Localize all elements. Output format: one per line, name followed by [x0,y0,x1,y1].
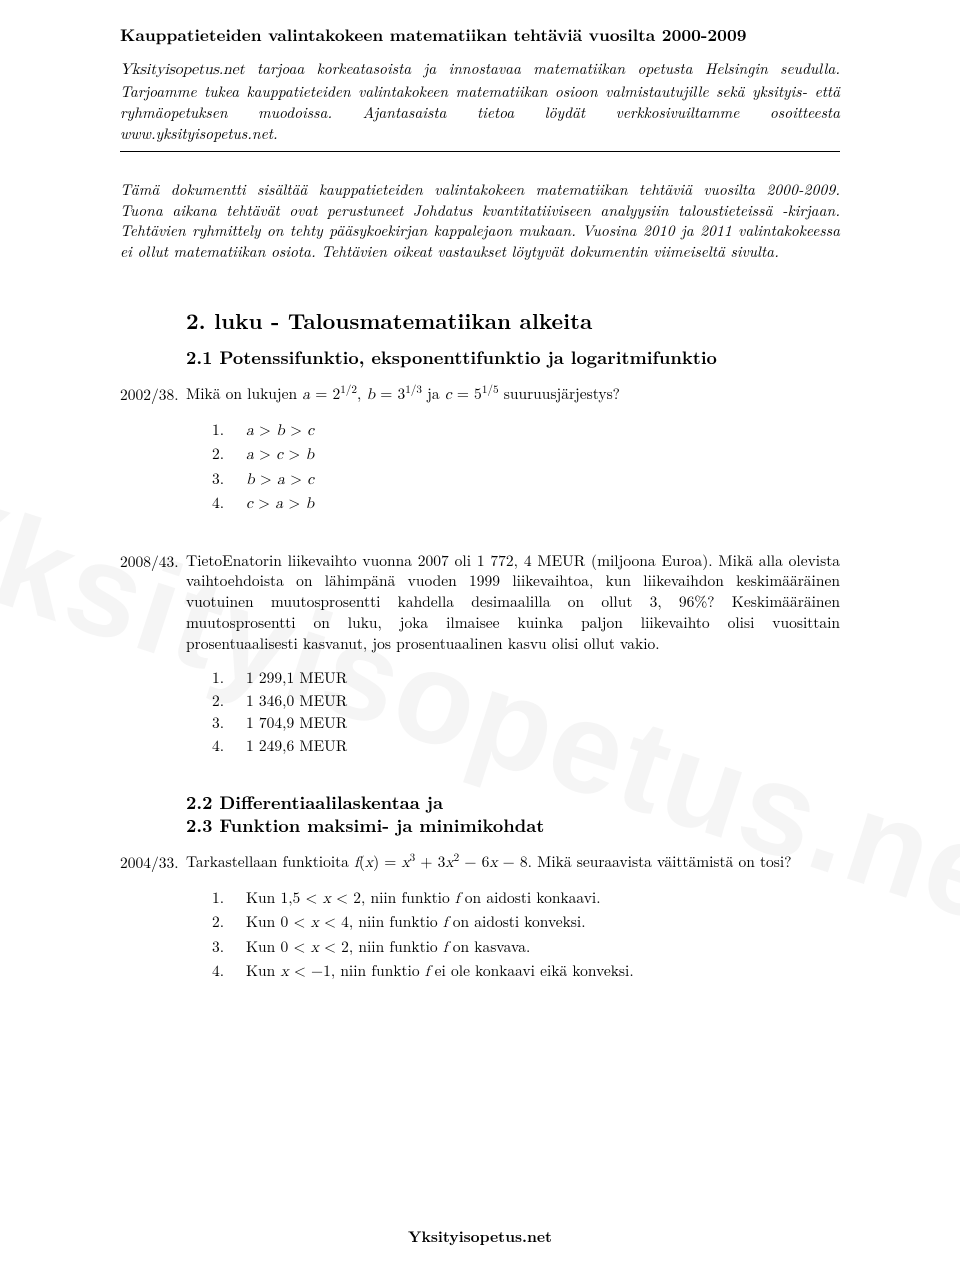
problem-options: 1.1 299,1 MEUR 2.1 346,0 MEUR 3.1 704,9 … [212,667,840,757]
problem-id: 2008/43. [120,551,186,572]
option-text: Kun 1,5 < x < 2, niin funktio f on aidos… [246,887,840,911]
option-text: 1 299,1 MEUR [246,667,840,689]
list-item: 4.1 249,6 MEUR [212,735,840,757]
document-page: Yksityisopetus.net Kauppatieteiden valin… [0,0,960,1271]
option-num: 4. [212,960,246,984]
option-num: 1. [212,419,246,443]
list-item: 4.c > a > b [212,492,840,516]
problem-2008-43: 2008/43. TietoEnatorin liikevaihto vuonn… [120,551,840,757]
option-text: c > a > b [246,492,840,516]
list-item: 1.a > b > c [212,419,840,443]
option-num: 3. [212,468,246,492]
problem-id: 2004/33. [120,852,186,873]
chapter-heading: 2. luku - Talousmatematiikan alkeita [186,305,840,336]
option-num: 2. [212,690,246,712]
section-heading-2-2: 2.2 Differentiaalilaskentaa ja [186,791,840,814]
list-item: 2.a > c > b [212,443,840,467]
list-item: 3.b > a > c [212,468,840,492]
page-title: Kauppatieteiden valintakokeen matematiik… [120,24,840,47]
problem-2002-38: 2002/38. Mikä on lukujen a = 21/2, b = 3… [120,384,840,517]
header-rule [120,151,840,152]
option-num: 3. [212,936,246,960]
problem-text: TietoEnatorin liikevaihto vuonna 2007 ol… [186,551,840,656]
option-text: 1 249,6 MEUR [246,735,840,757]
section-heading-2-3: 2.3 Funktion maksimi- ja minimikohdat [186,814,840,837]
problem-id: 2002/38. [120,384,186,405]
list-item: 1.Kun 1,5 < x < 2, niin funktio f on aid… [212,887,840,911]
list-item: 4.Kun x < −1, niin funktio f ei ole konk… [212,960,840,984]
problem-2004-33: 2004/33. Tarkastellaan funktioita f(x) =… [120,852,840,985]
option-text: a > b > c [246,419,840,443]
problem-options: 1.a > b > c 2.a > c > b 3.b > a > c 4.c … [212,419,840,517]
problem-text: Mikä on lukujen a = 21/2, b = 31/3 ja c … [186,384,840,407]
page-footer: Yksityisopetus.net [0,1224,960,1247]
list-item: 2.Kun 0 < x < 4, niin funktio f on aidos… [212,911,840,935]
option-num: 4. [212,735,246,757]
option-text: Kun 0 < x < 4, niin funktio f on aidosti… [246,911,840,935]
option-num: 4. [212,492,246,516]
list-item: 3.1 704,9 MEUR [212,712,840,734]
option-text: Kun x < −1, niin funktio f ei ole konkaa… [246,960,840,984]
option-text: a > c > b [246,443,840,467]
option-text: 1 346,0 MEUR [246,690,840,712]
list-item: 1.1 299,1 MEUR [212,667,840,689]
option-num: 1. [212,667,246,689]
problem-options: 1.Kun 1,5 < x < 2, niin funktio f on aid… [212,887,840,985]
option-text: Kun 0 < x < 2, niin funktio f on kasvava… [246,936,840,960]
document-description: Tämä dokumentti sisältää kauppatieteiden… [120,180,840,264]
header-intro: Yksityisopetus.net tarjoaa korkeatasoist… [120,59,840,145]
option-text: 1 704,9 MEUR [246,712,840,734]
option-num: 1. [212,887,246,911]
option-text: b > a > c [246,468,840,492]
section-heading-2-1: 2.1 Potenssifunktio, eksponenttifunktio … [186,346,840,369]
option-num: 2. [212,911,246,935]
option-num: 2. [212,443,246,467]
problem-text: Tarkastellaan funktioita f(x) = x3 + 3x2… [186,852,840,875]
list-item: 3.Kun 0 < x < 2, niin funktio f on kasva… [212,936,840,960]
list-item: 2.1 346,0 MEUR [212,690,840,712]
option-num: 3. [212,712,246,734]
